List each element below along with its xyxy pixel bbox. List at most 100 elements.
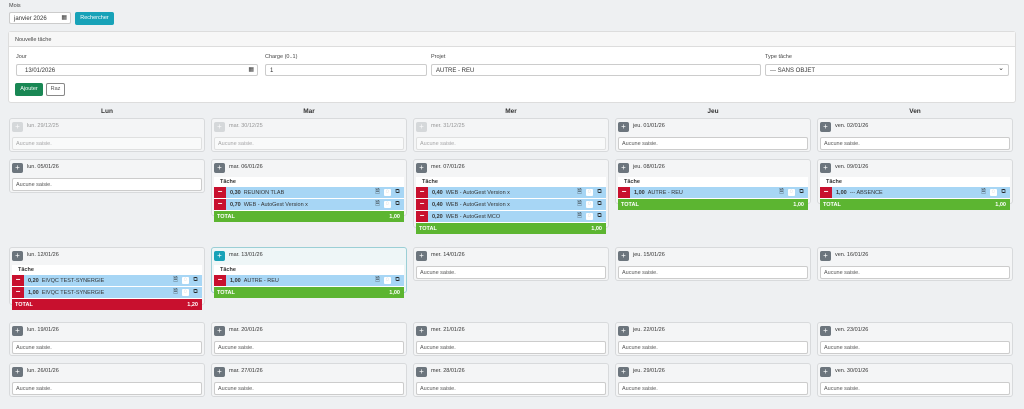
task-total: TOTAL 1,00 xyxy=(618,199,808,210)
copy-icon[interactable]: ⧉ xyxy=(597,189,602,195)
edit-icon[interactable]: 🗎 xyxy=(375,201,380,207)
day-label: jeu. 22/01/26 xyxy=(633,327,665,333)
task-table: Tâche −1,00 --- ABSENCE 🗎 ◌ ⧉ TOTAL 1,00 xyxy=(820,177,1010,210)
search-button[interactable]: Rechercher xyxy=(75,12,114,25)
plus-icon[interactable]: + xyxy=(820,163,831,173)
calendar-icon[interactable]: ▦ xyxy=(248,67,254,73)
day-label: ven. 16/01/26 xyxy=(835,252,869,258)
month-input[interactable]: janvier 2026 ▦ xyxy=(9,12,71,24)
edit-icon[interactable]: 🗎 xyxy=(173,277,178,283)
minus-icon[interactable]: − xyxy=(214,275,226,286)
minus-icon[interactable]: − xyxy=(214,199,226,210)
empty-entry: Aucune saisie. xyxy=(618,341,808,354)
comment-icon[interactable]: ◌ xyxy=(384,201,391,208)
day-card-header: + jeu. 01/01/26 xyxy=(616,119,810,134)
copy-icon[interactable]: ⧉ xyxy=(193,277,198,283)
comment-icon[interactable]: ◌ xyxy=(384,277,391,284)
plus-icon[interactable]: + xyxy=(214,367,225,377)
comment-icon[interactable]: ◌ xyxy=(182,277,189,284)
plus-icon[interactable]: + xyxy=(618,163,629,173)
edit-icon[interactable]: 🗎 xyxy=(375,277,380,283)
minus-icon[interactable]: − xyxy=(12,287,24,298)
total-value: 1,20 xyxy=(187,302,198,308)
copy-icon[interactable]: ⧉ xyxy=(597,201,602,207)
calendar-icon[interactable]: ▦ xyxy=(61,15,67,21)
day-card-header: + mar. 06/01/26 xyxy=(212,160,406,175)
copy-icon[interactable]: ⧉ xyxy=(597,213,602,219)
comment-icon[interactable]: ◌ xyxy=(384,189,391,196)
copy-icon[interactable]: ⧉ xyxy=(1001,189,1006,195)
plus-icon[interactable]: + xyxy=(618,326,629,336)
edit-icon[interactable]: 🗎 xyxy=(577,201,582,207)
edit-icon[interactable]: 🗎 xyxy=(577,189,582,195)
edit-icon[interactable]: 🗎 xyxy=(779,189,784,195)
type-value: --- SANS OBJET xyxy=(770,68,816,74)
month-label: Mois xyxy=(9,3,21,9)
day-card: + jeu. 22/01/26 Aucune saisie. xyxy=(615,322,811,356)
minus-icon[interactable]: − xyxy=(214,187,226,198)
task-total: TOTAL 1,00 xyxy=(214,211,404,222)
task-charge: 1,00 xyxy=(28,290,39,296)
plus-icon[interactable]: + xyxy=(820,367,831,377)
plus-icon[interactable]: + xyxy=(416,326,427,336)
project-input[interactable]: AUTRE - REU xyxy=(431,64,761,76)
empty-entry: Aucune saisie. xyxy=(12,382,202,395)
plus-icon[interactable]: + xyxy=(618,122,629,132)
day-card: + mer. 31/12/25 Aucune saisie. xyxy=(413,118,609,152)
edit-icon[interactable]: 🗎 xyxy=(981,189,986,195)
copy-icon[interactable]: ⧉ xyxy=(395,277,400,283)
minus-icon[interactable]: − xyxy=(618,187,630,198)
comment-icon[interactable]: ◌ xyxy=(182,289,189,296)
plus-icon[interactable]: + xyxy=(618,251,629,261)
day-card-header: + jeu. 08/01/26 xyxy=(616,160,810,175)
plus-icon[interactable]: + xyxy=(12,163,23,173)
plus-icon[interactable]: + xyxy=(12,326,23,336)
plus-icon[interactable]: + xyxy=(618,367,629,377)
plus-icon[interactable]: + xyxy=(214,326,225,336)
copy-icon[interactable]: ⧉ xyxy=(395,189,400,195)
plus-icon[interactable]: + xyxy=(12,251,23,261)
reset-button[interactable]: Raz xyxy=(46,83,65,96)
copy-icon[interactable]: ⧉ xyxy=(193,289,198,295)
plus-icon[interactable]: + xyxy=(12,122,23,132)
plus-icon[interactable]: + xyxy=(214,163,225,173)
plus-icon[interactable]: + xyxy=(820,122,831,132)
type-select[interactable]: --- SANS OBJET ⌄ xyxy=(765,64,1009,76)
plus-icon[interactable]: + xyxy=(416,251,427,261)
plus-icon[interactable]: + xyxy=(214,251,225,261)
minus-icon[interactable]: − xyxy=(416,187,428,198)
day-card-header: + mer. 14/01/26 xyxy=(414,248,608,263)
minus-icon[interactable]: − xyxy=(416,211,428,222)
day-card: + ven. 02/01/26 Aucune saisie. xyxy=(817,118,1013,152)
comment-icon[interactable]: ◌ xyxy=(990,189,997,196)
plus-icon[interactable]: + xyxy=(820,251,831,261)
minus-icon[interactable]: − xyxy=(416,199,428,210)
task-row: −0,40 WEB - AutoGest Version x 🗎 ◌ ⧉ xyxy=(416,199,606,211)
day-card: + jeu. 08/01/26 Tâche −1,00 AUTRE - REU 🗎 ◌ ⧉ TO… xyxy=(615,159,811,210)
plus-icon[interactable]: + xyxy=(214,122,225,132)
column-header-mar: Mar xyxy=(303,108,315,115)
edit-icon[interactable]: 🗎 xyxy=(173,289,178,295)
comment-icon[interactable]: ◌ xyxy=(586,189,593,196)
plus-icon[interactable]: + xyxy=(416,163,427,173)
comment-icon[interactable]: ◌ xyxy=(586,201,593,208)
copy-icon[interactable]: ⧉ xyxy=(799,189,804,195)
day-card-header: + ven. 23/01/26 xyxy=(818,323,1012,338)
plus-icon[interactable]: + xyxy=(820,326,831,336)
plus-icon[interactable]: + xyxy=(12,367,23,377)
add-button[interactable]: Ajouter xyxy=(15,83,43,96)
comment-icon[interactable]: ◌ xyxy=(586,213,593,220)
plus-icon[interactable]: + xyxy=(416,122,427,132)
minus-icon[interactable]: − xyxy=(12,275,24,286)
edit-icon[interactable]: 🗎 xyxy=(375,189,380,195)
edit-icon[interactable]: 🗎 xyxy=(577,213,582,219)
copy-icon[interactable]: ⧉ xyxy=(395,201,400,207)
day-label: mar. 13/01/26 xyxy=(229,252,263,258)
plus-icon[interactable]: + xyxy=(416,367,427,377)
day-input[interactable]: 13/01/2026 ▦ xyxy=(16,64,258,76)
comment-icon[interactable]: ◌ xyxy=(788,189,795,196)
day-label: mer. 07/01/26 xyxy=(431,164,465,170)
day-label: jeu. 01/01/26 xyxy=(633,123,665,129)
charge-input[interactable]: 1 xyxy=(265,64,427,76)
minus-icon[interactable]: − xyxy=(820,187,832,198)
